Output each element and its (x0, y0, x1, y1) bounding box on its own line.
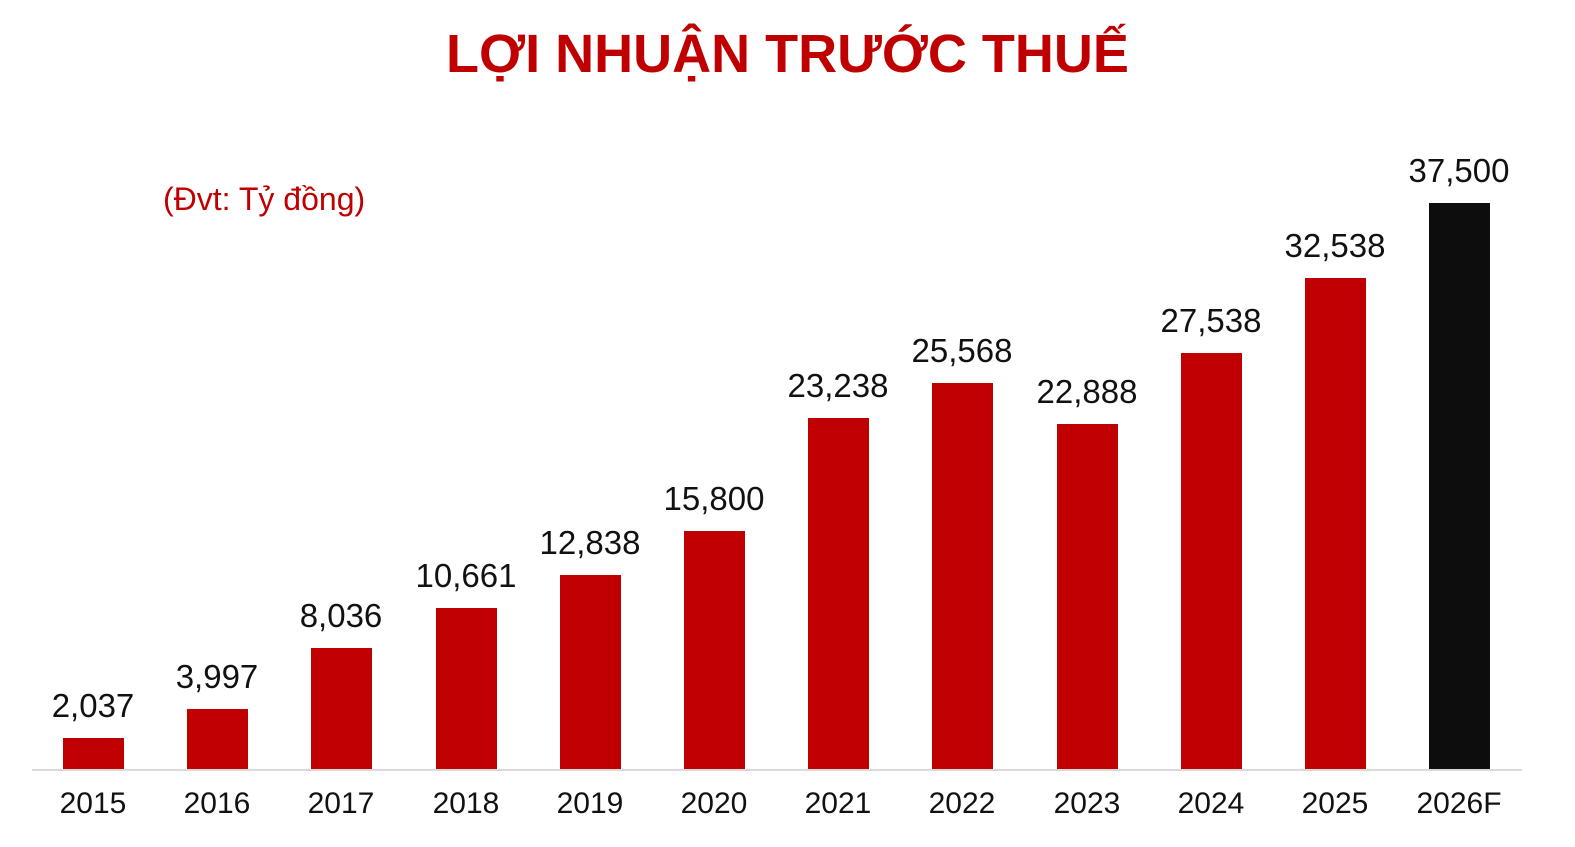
bar-2015 (63, 738, 124, 769)
x-axis-tick-label: 2023 (1053, 787, 1121, 820)
bar-2022 (932, 383, 993, 769)
bar-2017 (311, 648, 372, 769)
bar-2020 (684, 531, 745, 769)
chart-title: LỢI NHUẬN TRƯỚC THUẾ (446, 24, 1129, 84)
x-axis-tick-label: 2017 (307, 787, 375, 820)
x-axis-tick-label: 2016 (183, 787, 251, 820)
data-label: 22,888 (1036, 373, 1138, 410)
data-label: 8,036 (299, 597, 383, 634)
bar-2023 (1057, 424, 1118, 769)
bar-2025 (1305, 278, 1366, 769)
x-axis-baseline (32, 769, 1522, 771)
data-label: 10,661 (415, 557, 517, 594)
data-label: 32,538 (1284, 227, 1386, 264)
data-label: 15,800 (663, 480, 765, 517)
bar-2021 (808, 418, 869, 769)
data-label: 2,037 (51, 687, 135, 724)
x-axis-tick-label: 2015 (59, 787, 127, 820)
data-label: 23,238 (787, 367, 889, 404)
bar-2024 (1181, 353, 1242, 769)
data-label: 37,500 (1408, 152, 1510, 189)
data-label: 12,838 (539, 524, 641, 561)
x-axis-tick-label: 2025 (1301, 787, 1369, 820)
x-axis-tick-label: 2020 (680, 787, 748, 820)
data-label: 27,538 (1160, 302, 1262, 339)
x-axis-tick-label: 2024 (1177, 787, 1245, 820)
bar-2018 (436, 608, 497, 769)
data-label: 25,568 (911, 332, 1013, 369)
x-axis-tick-label: 2018 (432, 787, 500, 820)
bar-2026f (1429, 203, 1490, 769)
x-axis-tick-label: 2019 (556, 787, 624, 820)
data-label: 3,997 (175, 658, 259, 695)
unit-label: (Đvt: Tỷ đồng) (163, 181, 366, 217)
x-axis-tick-label: 2021 (804, 787, 872, 820)
bar-2016 (187, 709, 248, 769)
x-axis-tick-label: 2022 (928, 787, 996, 820)
x-axis-tick-label: 2026F (1416, 787, 1502, 820)
bar-2019 (560, 575, 621, 769)
